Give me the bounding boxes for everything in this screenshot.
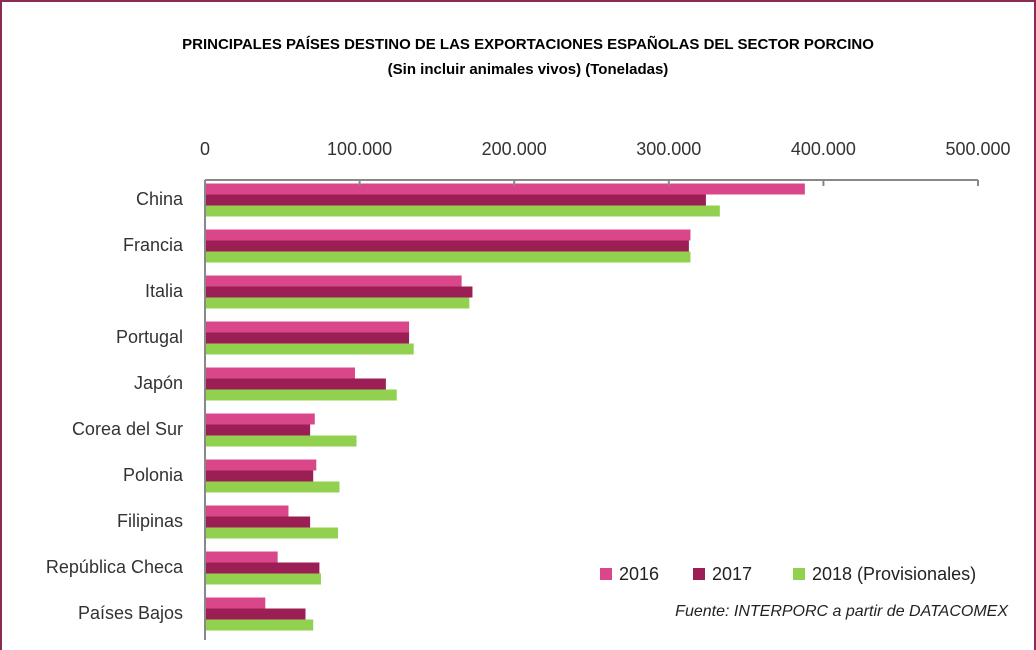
bar: [205, 505, 289, 517]
legend-label: 2016: [619, 564, 659, 584]
bar: [205, 251, 691, 263]
x-tick-label: 100.000: [327, 139, 392, 159]
y-tick-label: Japón: [134, 373, 183, 393]
bar: [205, 389, 397, 401]
bar: [205, 413, 315, 425]
bar: [205, 321, 410, 333]
bar: [205, 343, 414, 355]
y-tick-label: China: [136, 189, 184, 209]
bar: [205, 367, 355, 379]
chart-title: PRINCIPALES PAÍSES DESTINO DE LAS EXPORT…: [182, 35, 874, 53]
bar: [205, 573, 321, 585]
y-tick-label: Francia: [123, 235, 184, 255]
bar: [205, 619, 314, 631]
x-tick-label: 500.000: [945, 139, 1010, 159]
y-tick-label: Polonia: [123, 465, 184, 485]
bar: [205, 332, 410, 344]
legend-label: 2017: [712, 564, 752, 584]
bar: [205, 527, 338, 539]
bar: [205, 229, 691, 241]
bar: [205, 378, 386, 390]
x-tick-label: 400.000: [791, 139, 856, 159]
x-tick-label: 0: [200, 139, 210, 159]
bar: [205, 435, 357, 447]
bar: [205, 562, 320, 574]
bar: [205, 297, 470, 309]
bar: [205, 597, 266, 609]
y-tick-label: Italia: [145, 281, 184, 301]
legend-swatch: [600, 568, 612, 580]
bar: [205, 470, 314, 482]
x-tick-label: 200.000: [482, 139, 547, 159]
bar: [205, 183, 805, 195]
bar: [205, 424, 311, 436]
bar: [205, 194, 706, 206]
chart-subtitle: (Sin incluir animales vivos) (Toneladas): [388, 61, 669, 78]
y-tick-label: Portugal: [116, 327, 183, 347]
x-tick-label: 300.000: [636, 139, 701, 159]
bar: [205, 551, 278, 563]
source-note: Fuente: INTERPORC a partir de DATACOMEX: [675, 603, 1009, 620]
bar: [205, 516, 311, 528]
bar: [205, 240, 689, 252]
legend-swatch: [793, 568, 805, 580]
y-tick-label: Filipinas: [117, 511, 183, 531]
bar: [205, 608, 306, 620]
bar: [205, 205, 720, 217]
y-tick-label: Corea del Sur: [72, 419, 183, 439]
bar: [205, 459, 317, 471]
y-tick-label: Países Bajos: [78, 603, 183, 623]
bar: [205, 275, 462, 287]
legend-label: 2018 (Provisionales): [812, 564, 976, 584]
legend-swatch: [693, 568, 705, 580]
bar: [205, 481, 340, 493]
y-tick-label: República Checa: [46, 557, 184, 577]
bar: [205, 286, 473, 298]
